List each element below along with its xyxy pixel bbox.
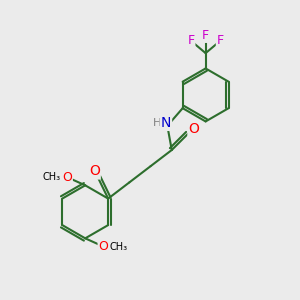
Text: CH₃: CH₃ xyxy=(43,172,61,182)
Text: F: F xyxy=(217,34,224,47)
Text: N: N xyxy=(161,116,171,130)
Text: F: F xyxy=(187,34,194,47)
Text: O: O xyxy=(188,122,199,136)
Text: O: O xyxy=(62,171,72,184)
Text: O: O xyxy=(98,240,108,253)
Text: H: H xyxy=(153,118,161,128)
Text: F: F xyxy=(202,29,209,42)
Text: O: O xyxy=(89,164,100,178)
Text: CH₃: CH₃ xyxy=(110,242,128,252)
